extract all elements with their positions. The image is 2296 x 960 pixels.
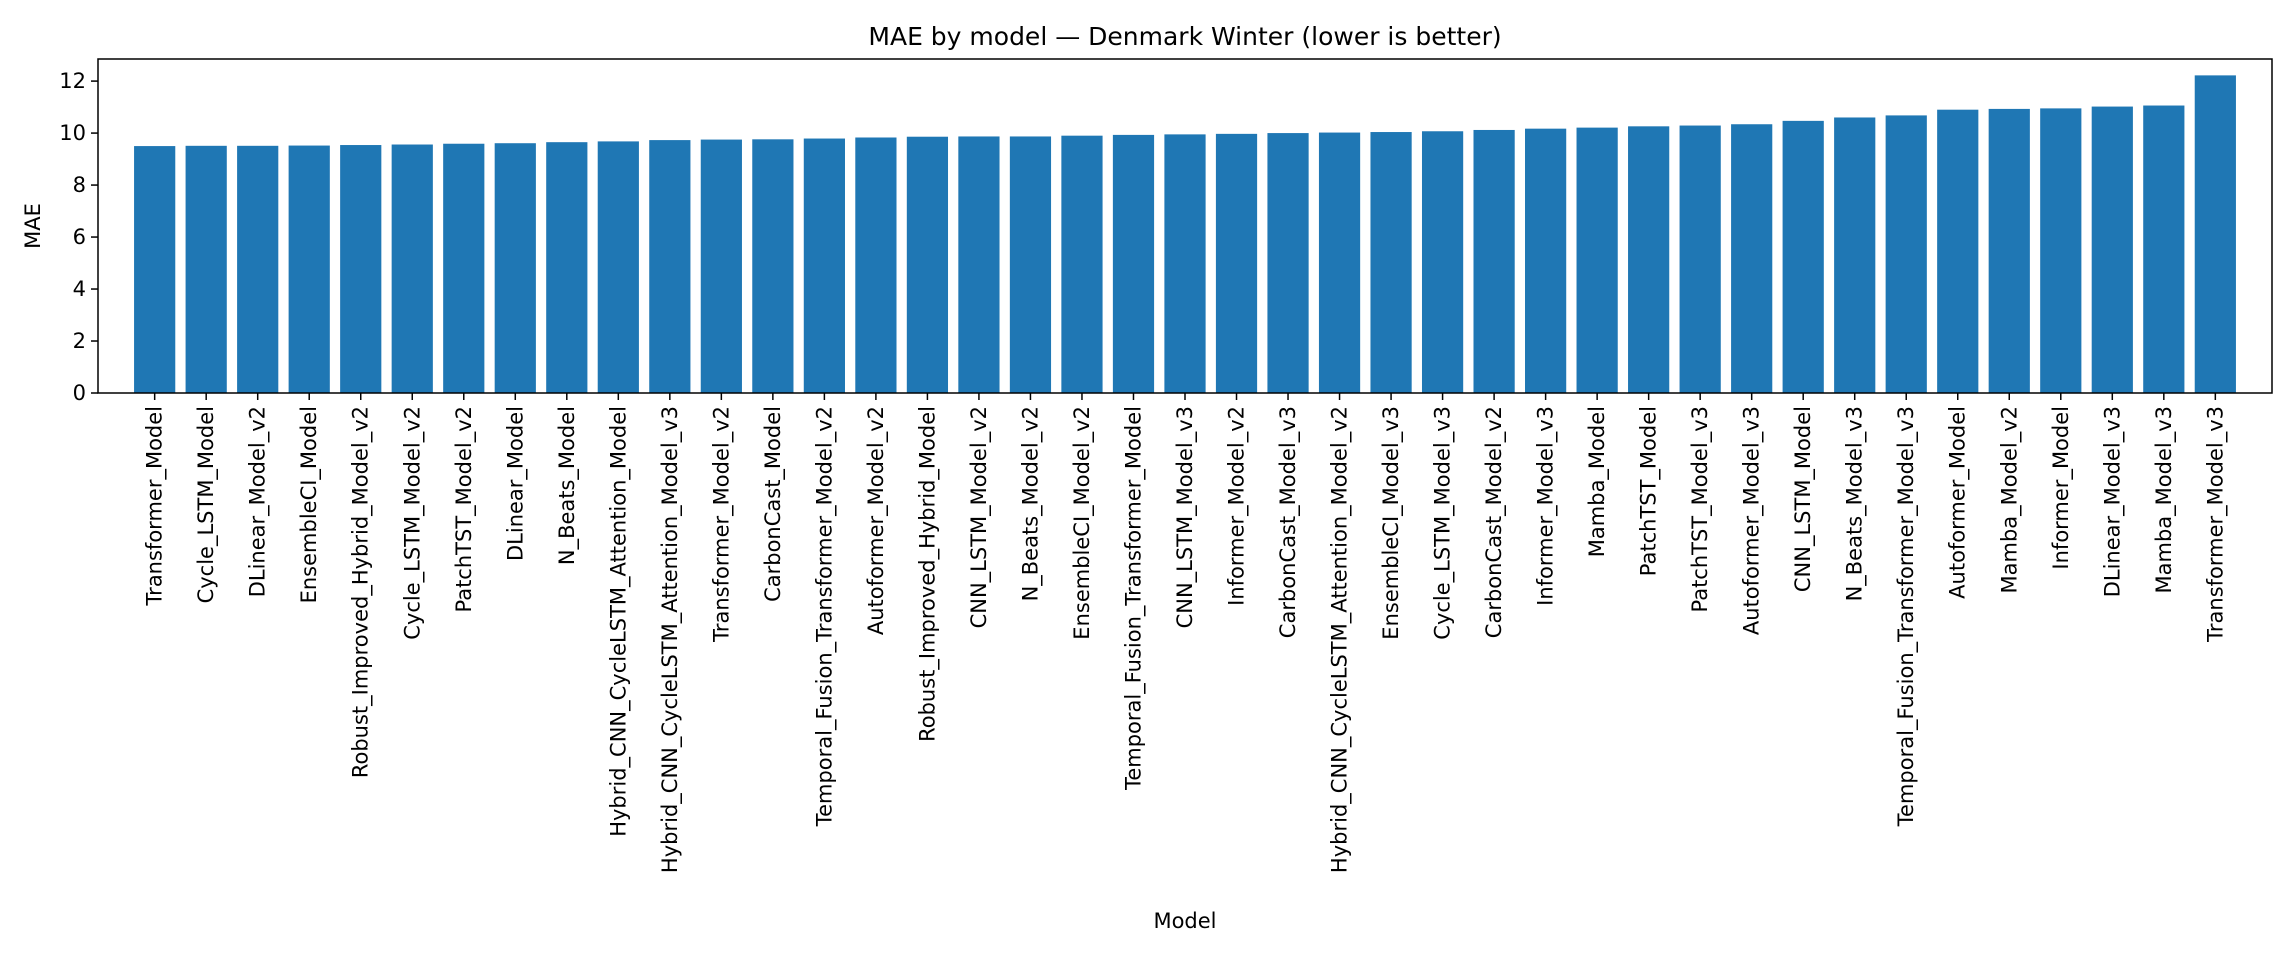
x-tick-label: N_Beats_Model_v2: [1018, 406, 1043, 601]
x-tick-label: CarbonCast_Model: [761, 406, 786, 602]
x-tick-label: Autoformer_Model: [1946, 406, 1971, 599]
bar: [2040, 108, 2082, 393]
x-tick-label: Transformer_Model_v3: [2203, 406, 2228, 643]
bar: [1628, 126, 1670, 393]
x-tick-label: Hybrid_CNN_CycleLSTM_Attention_Model_v2: [1328, 406, 1353, 873]
x-tick-label: PatchTST_Model_v2: [452, 406, 477, 613]
y-tick-label: 8: [73, 173, 86, 197]
bar: [1164, 134, 1206, 393]
chart-title: MAE by model — Denmark Winter (lower is …: [868, 22, 1501, 51]
bar: [649, 140, 691, 393]
x-tick-label: Cycle_LSTM_Model_v2: [400, 406, 425, 640]
x-tick-label: Hybrid_CNN_CycleLSTM_Attention_Model_v3: [658, 406, 683, 873]
x-tick-label: Informer_Model_v2: [1225, 406, 1250, 606]
bar: [1112, 134, 1155, 393]
x-tick-label: CNN_LSTM_Model_v2: [967, 406, 992, 628]
bar: [494, 143, 536, 393]
x-tick-label: Hybrid_CNN_CycleLSTM_Attention_Model: [606, 406, 631, 837]
bar: [958, 136, 1000, 394]
bar: [700, 139, 742, 393]
bar: [1061, 135, 1103, 393]
x-tick-label: Mamba_Model_v3: [2152, 406, 2177, 593]
bar: [1937, 109, 1979, 394]
bar: [2091, 106, 2133, 393]
x-tick-label: Mamba_Model: [1585, 406, 1610, 557]
bar: [1834, 117, 1876, 394]
x-tick-label: N_Beats_Model_v3: [1843, 406, 1868, 601]
bar: [855, 137, 897, 393]
bar: [1525, 128, 1567, 393]
bar: [1576, 127, 1618, 394]
bar: [803, 138, 845, 393]
bar: [1009, 136, 1052, 394]
bar: [340, 145, 382, 393]
bar: [1731, 124, 1773, 393]
bar: [1318, 132, 1361, 393]
x-tick-label: CarbonCast_Model_v3: [1276, 406, 1301, 638]
bar: [288, 145, 330, 393]
bar: [2194, 75, 2236, 394]
x-tick-label: Autoformer_Model_v2: [864, 406, 889, 635]
bar: [752, 139, 794, 393]
bar: [1988, 108, 2030, 393]
x-tick-label: EnsembleCI_Model_v3: [1379, 406, 1404, 640]
x-tick-label: EnsembleCI_Model: [297, 406, 322, 603]
y-tick-label: 12: [59, 69, 86, 93]
x-tick-label: Cycle_LSTM_Model_v3: [1431, 406, 1456, 640]
x-axis: Transformer_Model Cycle_LSTM_Model DLinear…: [143, 393, 2228, 873]
x-tick-label: DLinear_Model_v2: [246, 406, 271, 597]
x-tick-label: Transformer_Model: [143, 406, 168, 607]
x-tick-label: Informer_Model: [2049, 406, 2074, 570]
y-tick-label: 10: [59, 121, 86, 145]
y-axis-title: MAE: [21, 203, 45, 249]
bar: [185, 145, 227, 393]
bar: [906, 136, 949, 393]
bar: [1370, 132, 1412, 393]
x-tick-label: Temporal_Fusion_Transformer_Model_v3: [1894, 406, 1919, 827]
bar: [1421, 131, 1464, 393]
bar: [134, 146, 176, 393]
y-tick-label: 6: [73, 225, 86, 249]
x-tick-label: EnsembleCI_Model_v2: [1070, 406, 1095, 640]
y-tick-label: 4: [73, 277, 86, 301]
x-tick-label: Cycle_LSTM_Model: [194, 406, 219, 603]
x-tick-label: Robust_Improved_Hybrid_Model: [915, 406, 940, 742]
bar: [1885, 115, 1927, 394]
bar: [391, 144, 433, 393]
bar: [597, 141, 639, 393]
x-tick-label: Robust_Improved_Hybrid_Model_v2: [349, 406, 374, 778]
bar: [443, 143, 485, 393]
x-tick-label: Temporal_Fusion_Transformer_Model_v2: [812, 406, 837, 827]
y-axis: 0 2 4 6 8 10 12: [59, 69, 98, 405]
x-tick-label: Mamba_Model_v2: [1997, 406, 2022, 593]
bar: [1782, 120, 1824, 393]
bar: [237, 145, 279, 393]
x-tick-label: N_Beats_Model: [555, 406, 580, 565]
y-tick-label: 0: [73, 381, 86, 405]
plot-frame: [97, 58, 2273, 394]
x-tick-label: Transformer_Model_v2: [709, 406, 734, 643]
x-tick-label: DLinear_Model: [503, 406, 528, 561]
x-tick-label: CarbonCast_Model_v2: [1482, 406, 1507, 638]
x-tick-label: PatchTST_Model: [1637, 406, 1662, 576]
bar: [1267, 133, 1309, 393]
x-tick-label: DLinear_Model_v3: [2100, 406, 2125, 597]
x-tick-label: PatchTST_Model_v3: [1688, 406, 1713, 613]
bar: [1679, 125, 1721, 394]
bars-group: [134, 75, 2236, 394]
x-tick-label: Informer_Model_v3: [1534, 406, 1559, 606]
bar: [2143, 105, 2185, 394]
x-tick-label: CNN_LSTM_Model_v3: [1173, 406, 1198, 628]
bar: [1473, 129, 1515, 394]
x-tick-label: Autoformer_Model_v3: [1740, 406, 1765, 635]
x-tick-label: Temporal_Fusion_Transformer_Model: [1121, 406, 1146, 791]
x-axis-title: Model: [1153, 909, 1216, 933]
x-tick-label: CNN_LSTM_Model: [1791, 406, 1816, 592]
bar: [546, 142, 588, 393]
y-tick-label: 2: [73, 329, 86, 353]
bar: [1215, 133, 1258, 393]
